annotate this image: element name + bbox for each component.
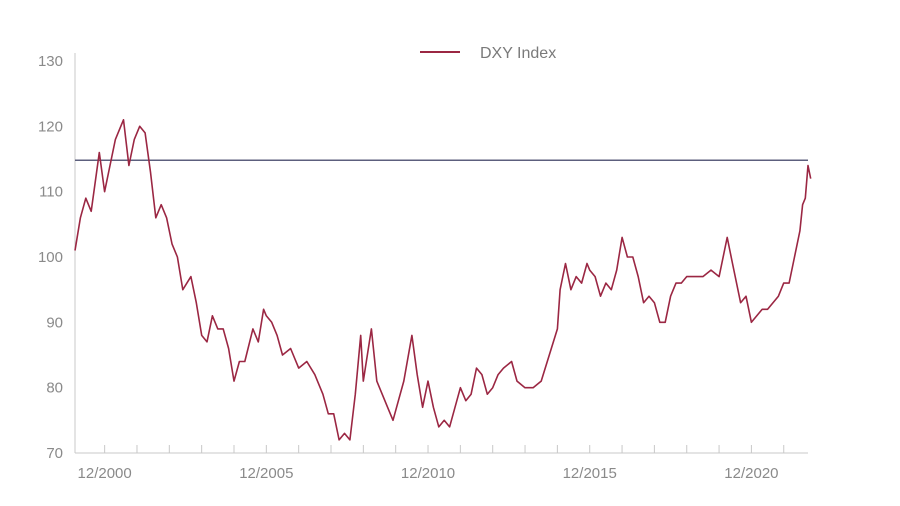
x-tick-label: 12/2005 <box>239 465 293 482</box>
legend: DXY Index <box>420 45 556 62</box>
x-tick-label: 12/2010 <box>401 465 455 482</box>
y-tick-label: 100 <box>38 249 63 266</box>
series-line-dxy-index <box>74 119 812 441</box>
y-axis: 70 80 90 100 110 120 130 <box>38 53 76 462</box>
y-tick-label: 110 <box>39 184 63 201</box>
y-tick-label: 70 <box>46 445 63 462</box>
y-tick-label: 80 <box>46 380 63 397</box>
x-tick-label: 12/2000 <box>78 465 132 482</box>
legend-label: DXY Index <box>480 45 556 62</box>
y-tick-label: 120 <box>38 118 63 135</box>
y-tick-label: 130 <box>38 53 63 70</box>
x-tick-label: 12/2015 <box>563 465 617 482</box>
y-tick-label: 90 <box>46 314 63 331</box>
x-tick-label: 12/2020 <box>724 465 778 482</box>
series-layer <box>74 119 812 441</box>
x-axis: 12/2000 12/2005 12/2010 12/2015 12/2020 <box>75 445 808 482</box>
